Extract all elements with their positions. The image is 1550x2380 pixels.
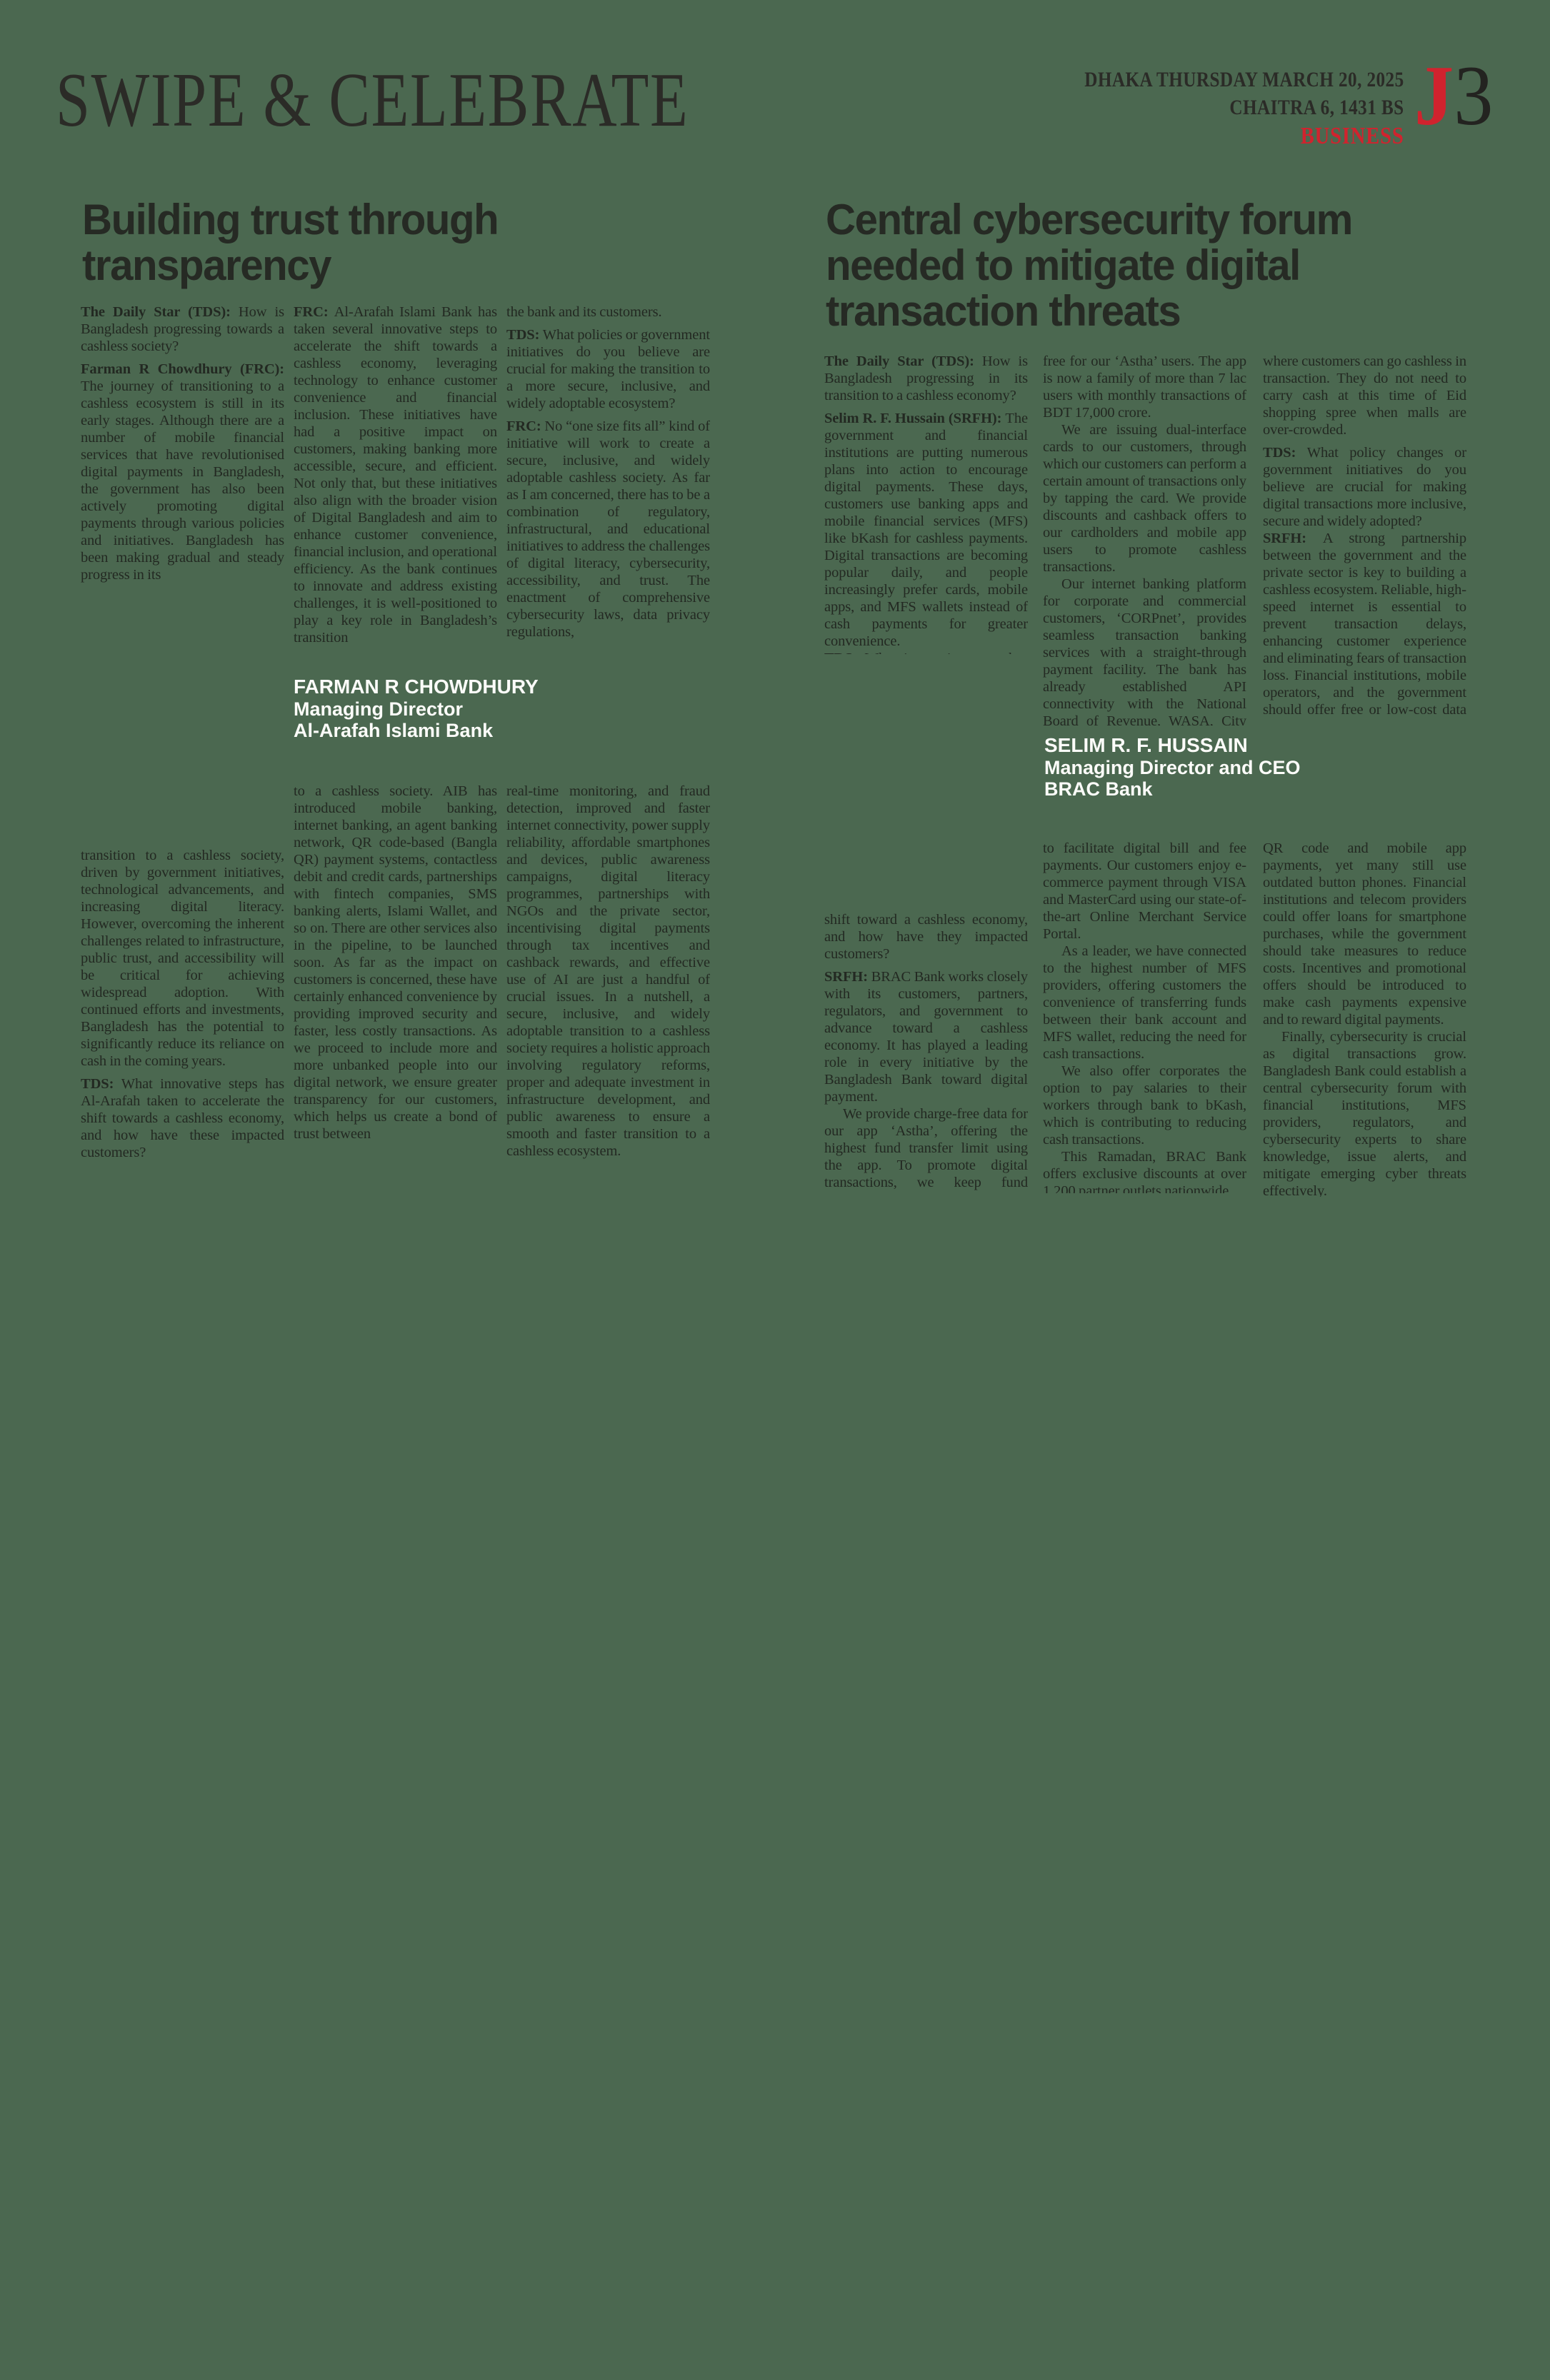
paragraph: TDS: What innovative steps has your bank… [824,650,1028,654]
paragraph-lead: Selim R. F. Hussain (SRFH): [824,411,1006,426]
paragraph: Farman R Chowdhury (FRC): The journey of… [81,361,284,583]
paragraph: the bank and its customers. [506,304,662,320]
paragraph: We provide charge-free data for our app … [824,1106,1028,1193]
paragraph-lead: The Daily Star (TDS): [824,353,982,369]
person-org: Al-Arafah Islami Bank [294,720,494,741]
paragraph: to facilitate digital bill and fee payme… [1043,840,1246,942]
paragraph: The Daily Star (TDS): How is Bangladesh … [824,353,1028,403]
headline-line: transparency [82,241,332,289]
paragraph: This Ramadan, BRAC Bank offers exclusive… [1043,1149,1246,1193]
person-org: BRAC Bank [1044,778,1153,800]
headline-line: needed to mitigate digital [826,241,1301,289]
paragraph: transition to a cashless society, driven… [81,848,284,1069]
dateline-bengali-date: CHAITRA 6, 1431 BS [1229,96,1404,119]
page-number-mark: J3 [1414,53,1493,139]
person-name: SELIM R. F. HUSSAIN [1044,734,1248,756]
paragraph: SRFH: BRAC Bank works closely with its c… [824,969,1028,1105]
article2-col2-bottom: to facilitate digital bill and fee payme… [1043,840,1246,1193]
page-letter: J [1414,48,1454,143]
headline-line: Central cybersecurity forum [826,196,1353,243]
page-number: 3 [1454,48,1494,143]
person-title: Managing Director and CEO [1044,757,1301,778]
paragraph-lead: TDS: [506,327,543,343]
paragraph: We also offer corporates the option to p… [1043,1063,1246,1148]
article1-col2-bottom: to a cashless society. AIB has introduce… [294,783,497,1190]
article1-col1-bottom: transition to a cashless society, driven… [81,847,284,1190]
paragraph: TDS: What policies or government initiat… [506,327,710,411]
paragraph: FRC: No “one size fits all” kind of init… [506,418,710,640]
article2-col1-bottom: shift toward a cashless economy, and how… [824,911,1028,1193]
article1-col3-top: the bank and its customers. TDS: What pol… [506,303,710,664]
paragraph: Our internet banking platform for corpor… [1043,576,1246,725]
paragraph-lead: TDS: [1263,445,1307,461]
paragraph-lead: TDS: [81,1076,121,1092]
person-title: Managing Director [294,698,464,720]
headline-line: transaction threats [826,287,1181,335]
paragraph-lead: The Daily Star (TDS): [81,304,239,320]
paragraph: Finally, cybersecurity is crucial as dig… [1263,1029,1466,1197]
person-name: FARMAN R CHOWDHURY [294,676,539,698]
article1-col2-top: FRC: Al-Arafah Islami Bank has taken sev… [294,303,497,672]
article2-headline: Central cybersecurity forum needed to mi… [826,196,1353,335]
article2-col1-top: The Daily Star (TDS): How is Bangladesh … [824,353,1028,654]
photo1-caption: FARMAN R CHOWDHURY Managing Director Al-… [294,676,539,741]
paragraph-lead: FRC: [294,304,334,320]
article2-col2-top: free for our ‘Astha’ users. The app is n… [1043,353,1246,725]
article1-headline: Building trust through transparency [82,196,499,289]
section-label: BUSINESS [1301,123,1404,149]
paragraph: TDS: What policy changes or government i… [1263,445,1466,529]
paragraph: Selim R. F. Hussain (SRFH): The governme… [824,411,1028,649]
paragraph-lead: FRC: [506,418,545,434]
paragraph: real-time monitoring, and fraud detectio… [506,783,710,1159]
paragraph-lead: Farman R Chowdhury (FRC): [81,361,284,377]
dateline-date: DHAKA THURSDAY MARCH 20, 2025 [1084,68,1404,91]
paragraph: QR code and mobile app payments, yet man… [1263,840,1466,1028]
article2-col3-bottom: QR code and mobile app payments, yet man… [1263,840,1466,1197]
article1-col3-bottom: real-time monitoring, and fraud detectio… [506,783,710,1190]
paragraph-lead: SRFH: [1263,531,1323,546]
paragraph-lead: SRFH: [824,969,871,985]
paragraph: FRC: Al-Arafah Islami Bank has taken sev… [294,304,497,646]
masthead-title: SWIPE & CELEBRATE [56,58,689,143]
paragraph: As a leader, we have connected to the hi… [1043,943,1246,1062]
paragraph: SRFH: A strong partnership between the g… [1263,531,1466,720]
paragraph: TDS: What innovative steps has Al-Arafah… [81,1076,284,1160]
paragraph-lead: TDS: [824,651,865,654]
article2-col3-top: where customers can go cashless in trans… [1263,353,1466,720]
paragraph: where customers can go cashless in trans… [1263,353,1466,438]
headline-line: Building trust through [82,196,499,243]
paragraph: We are issuing dual-interface cards to o… [1043,422,1246,575]
article1-col1-top: The Daily Star (TDS): How is Bangladesh … [81,303,284,589]
photo2-caption: SELIM R. F. HUSSAIN Managing Director an… [1044,734,1301,800]
dateline: DHAKA THURSDAY MARCH 20, 2025 CHAITRA 6,… [1085,66,1404,151]
paragraph: free for our ‘Astha’ users. The app is n… [1043,353,1246,421]
paragraph: The Daily Star (TDS): How is Bangladesh … [81,304,284,354]
paragraph: shift toward a cashless economy, and how… [824,912,1028,962]
paragraph: to a cashless society. AIB has introduce… [294,783,497,1142]
